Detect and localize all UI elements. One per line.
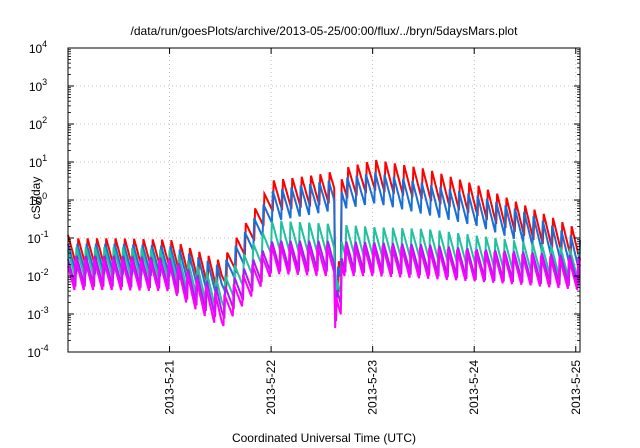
y-tick-label: 101 <box>29 153 47 170</box>
x-tick-label: 2013-5-22 <box>264 360 278 415</box>
tick-labels: 10-4 10-3 10-2 10-1 100 101 102 103 104 2013-5-21… <box>27 39 582 415</box>
y-tick-label: 10-3 <box>27 305 48 322</box>
plot-frame <box>67 47 581 353</box>
y-tick-label: 102 <box>29 115 47 132</box>
data-series-line <box>67 172 581 298</box>
x-axis-label: Coordinated Universal Time (UTC) <box>232 431 416 445</box>
x-tick-label: 2013-5-24 <box>467 360 481 415</box>
y-tick-label: 10-1 <box>27 229 48 246</box>
y-tick-label: 10-4 <box>27 343 48 360</box>
y-tick-label: 104 <box>29 39 47 56</box>
x-tick-label: 2013-5-21 <box>163 360 177 415</box>
y-axis-label: cSv/day <box>29 177 43 220</box>
x-tick-label: 2013-5-23 <box>366 360 380 415</box>
chart-title: /data/run/goesPlots/archive/2013-05-25/0… <box>131 24 519 38</box>
y-tick-label: 100 <box>29 191 47 208</box>
data-series-line <box>67 159 581 293</box>
y-tick-label: 103 <box>29 77 47 94</box>
x-tick-label: 2013-5-25 <box>569 360 583 415</box>
series-group <box>67 159 581 329</box>
axes <box>67 47 581 353</box>
y-tick-label: 10-2 <box>27 267 48 284</box>
data-series-line <box>67 243 581 329</box>
